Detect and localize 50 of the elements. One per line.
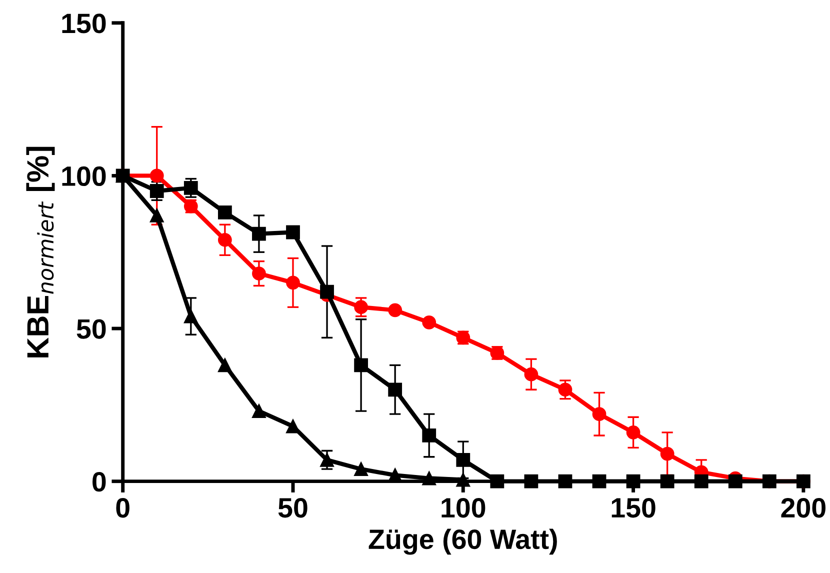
point [286,225,300,240]
point [626,474,640,488]
point [422,428,436,442]
point [354,358,368,372]
point [218,205,232,220]
x-tick-label: 200 [781,498,826,518]
point [524,474,538,488]
point [490,474,504,488]
point [456,472,470,487]
point [320,284,334,299]
x-tick-label: 50 [278,498,308,518]
point [286,419,300,434]
point [592,474,606,488]
point [320,452,334,467]
point [218,358,232,372]
point [626,425,640,440]
point [558,382,572,397]
point [150,168,164,183]
point [252,226,266,241]
y-axis-title: KBE$_{normiert}$ [%] [26,146,55,358]
point [660,474,674,488]
point [286,276,300,290]
point [694,474,708,488]
point [218,232,232,247]
point [150,184,164,198]
point [456,452,470,467]
point [252,404,266,418]
y-tick-label: 150 [62,14,106,34]
point [592,407,606,422]
point [184,309,198,324]
point [422,471,436,486]
x-axis-title: Züge (60 Watt) [368,528,557,555]
point [184,181,198,195]
y-tick-label: 0 [92,472,106,492]
point [354,462,368,476]
point [422,315,436,330]
point [354,300,368,314]
x-tick-label: 100 [442,498,486,518]
y-tick-label: 100 [62,166,106,186]
x-tick-label: 150 [612,498,656,518]
point [728,474,742,488]
x-tick-label: 0 [116,498,130,518]
point [524,367,538,382]
y-tick-label: 50 [76,319,106,339]
point [388,382,402,397]
point [150,208,164,222]
point [558,474,572,488]
point [388,303,402,318]
point [660,446,674,461]
point [252,266,266,280]
